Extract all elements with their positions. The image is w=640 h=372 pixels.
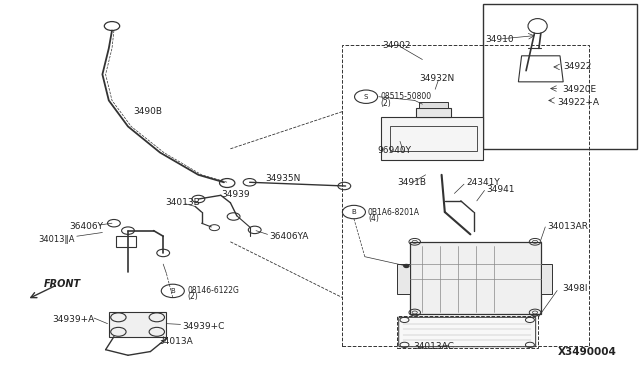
Bar <box>390 126 477 151</box>
Text: 34935N: 34935N <box>266 174 301 183</box>
Text: FRONT: FRONT <box>44 279 81 289</box>
Bar <box>410 242 541 314</box>
Text: B: B <box>351 209 356 215</box>
Text: 34013AR: 34013AR <box>547 222 588 231</box>
Text: 3498I: 3498I <box>562 284 588 293</box>
Text: (4): (4) <box>368 214 379 223</box>
Text: 08515-50800: 08515-50800 <box>381 92 432 101</box>
Text: 34922+A: 34922+A <box>557 98 599 107</box>
Text: B: B <box>170 288 175 294</box>
Text: 34013A: 34013A <box>159 337 193 346</box>
Text: 34932N: 34932N <box>419 74 454 83</box>
Text: 0B1A6-8201A: 0B1A6-8201A <box>368 208 420 217</box>
Text: 34939+C: 34939+C <box>182 322 225 331</box>
Text: 96940Y: 96940Y <box>378 146 412 155</box>
Bar <box>419 102 448 108</box>
Bar <box>342 45 589 346</box>
Circle shape <box>404 264 409 267</box>
Bar <box>483 4 637 149</box>
Text: 34013AC: 34013AC <box>413 342 454 351</box>
Text: 34910: 34910 <box>485 35 514 44</box>
Bar <box>397 316 538 348</box>
Polygon shape <box>518 56 563 82</box>
Text: S: S <box>364 94 368 100</box>
Bar <box>541 264 552 294</box>
Text: 3491B: 3491B <box>397 178 426 187</box>
Text: X3490004: X3490004 <box>558 347 617 356</box>
FancyBboxPatch shape <box>399 317 536 347</box>
Text: 34013B: 34013B <box>165 198 200 207</box>
Bar <box>109 312 166 337</box>
Text: 36406Y: 36406Y <box>69 222 103 231</box>
Text: 08146-6122G: 08146-6122G <box>188 286 239 295</box>
Text: 34922: 34922 <box>563 62 591 71</box>
Text: 34939+A: 34939+A <box>52 315 95 324</box>
Text: 34013‖A: 34013‖A <box>38 235 75 244</box>
Text: 24341Y: 24341Y <box>466 178 500 187</box>
Text: 34920E: 34920E <box>562 85 596 94</box>
Bar <box>381 117 483 160</box>
Text: (2): (2) <box>381 99 392 108</box>
Text: 34941: 34941 <box>486 185 515 194</box>
Text: 34902: 34902 <box>383 41 412 50</box>
Text: (2): (2) <box>188 292 198 301</box>
Text: 36406YA: 36406YA <box>269 232 308 241</box>
FancyArrowPatch shape <box>538 291 557 317</box>
Bar <box>397 264 410 294</box>
Text: 3490B: 3490B <box>133 107 162 116</box>
Bar <box>116 236 136 247</box>
Text: 34939: 34939 <box>221 190 250 199</box>
Bar <box>416 108 451 117</box>
